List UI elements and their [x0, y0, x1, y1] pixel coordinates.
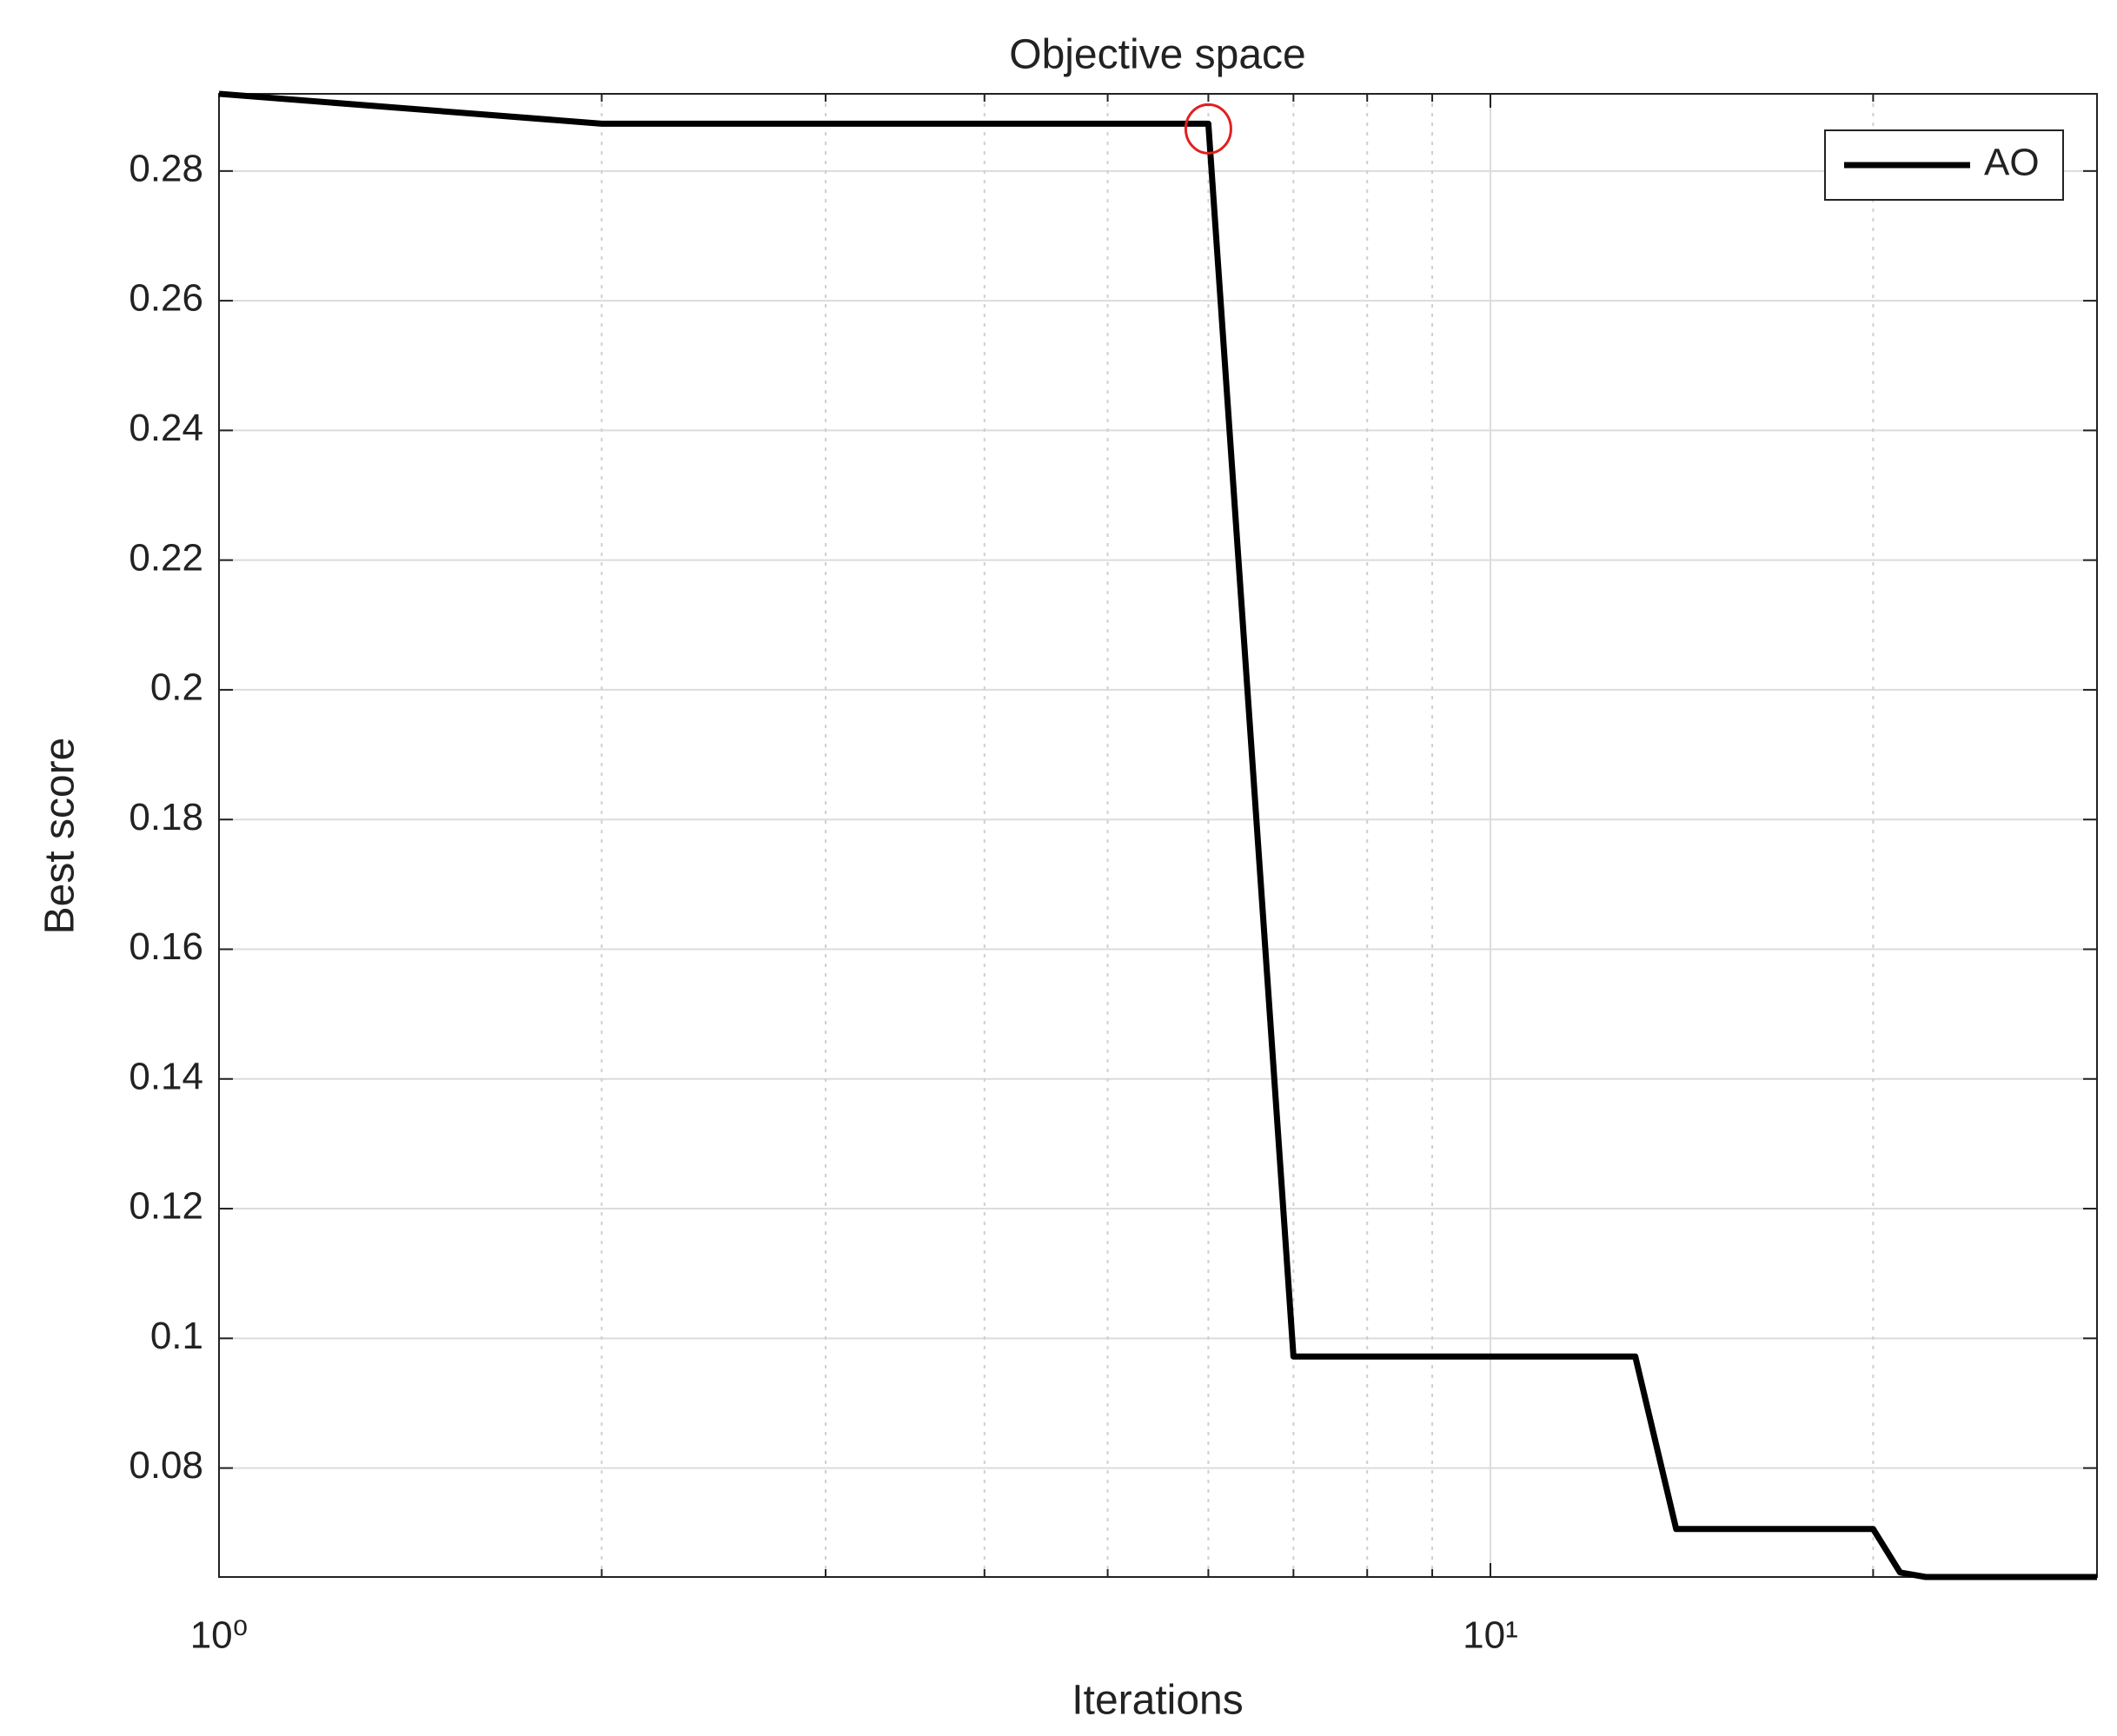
- y-tick-label: 0.12: [129, 1185, 203, 1228]
- y-tick-label: 0.16: [129, 925, 203, 968]
- y-tick-label: 0.2: [150, 666, 203, 709]
- y-tick-label: 0.22: [129, 536, 203, 579]
- x-tick-label: 10¹: [1463, 1614, 1518, 1657]
- plot-frame: [218, 93, 2098, 1578]
- y-tick-label: 0.24: [129, 407, 203, 449]
- y-tick-label: 0.14: [129, 1055, 203, 1097]
- highlight-marker: [1184, 103, 1232, 155]
- y-tick-label: 0.26: [129, 277, 203, 320]
- y-tick-label: 0.1: [150, 1315, 203, 1357]
- chart-title: Objective space: [1009, 32, 1306, 78]
- y-tick-label: 0.08: [129, 1444, 203, 1487]
- y-tick-label: 0.18: [129, 796, 203, 838]
- legend-label: AO: [1984, 142, 2040, 184]
- x-axis-label: Iterations: [1072, 1678, 1243, 1724]
- line-series: [218, 90, 2097, 1580]
- y-tick-label: 0.28: [129, 147, 203, 189]
- x-tick-label: 10⁰: [190, 1614, 249, 1657]
- y-axis-label: Best score: [37, 738, 83, 935]
